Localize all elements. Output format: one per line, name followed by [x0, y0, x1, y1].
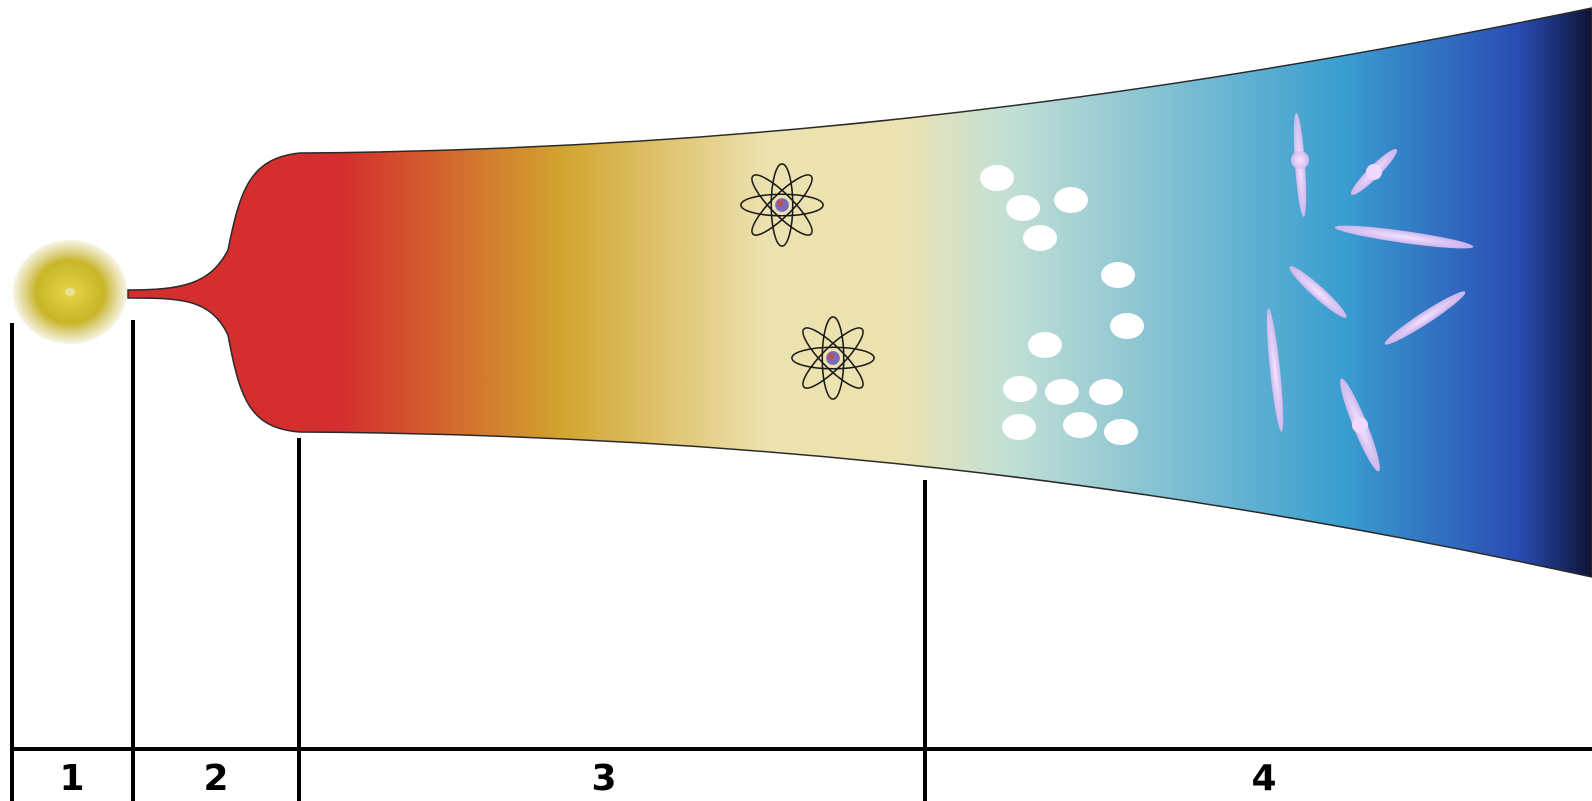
nucleus-dot	[1101, 262, 1135, 288]
nucleus-dot	[1063, 412, 1097, 438]
galaxy-icon	[1289, 266, 1347, 318]
phase-label-2: 2	[203, 758, 228, 799]
phase-label-1: 1	[59, 758, 84, 799]
nucleus-dot	[1054, 187, 1088, 213]
galaxies-group	[1266, 113, 1474, 472]
nucleus-dot	[1006, 195, 1040, 221]
galaxy-core	[1352, 417, 1368, 433]
nucleus-dot	[1104, 419, 1138, 445]
galaxy-icon	[1266, 308, 1284, 432]
phase-label-4: 4	[1251, 758, 1276, 799]
nucleus-dot	[980, 165, 1014, 191]
nucleus-dot	[1089, 379, 1123, 405]
nucleus-dot	[1045, 379, 1079, 405]
nucleus-dot	[1110, 313, 1144, 339]
nucleus-dot	[1028, 332, 1062, 358]
singularity-core	[65, 288, 75, 296]
nucleus-dot	[1023, 225, 1057, 251]
nuclei-group	[980, 165, 1144, 445]
galaxy-icon	[1291, 151, 1309, 169]
galaxy-core	[1366, 164, 1382, 180]
phase-label-3: 3	[591, 758, 616, 799]
galaxy-icon	[1334, 225, 1474, 249]
universe-expansion-shape	[127, 7, 1592, 578]
galaxy-icon	[1384, 291, 1466, 345]
nucleus-dot	[1003, 376, 1037, 402]
nucleus-dot	[1002, 414, 1036, 440]
